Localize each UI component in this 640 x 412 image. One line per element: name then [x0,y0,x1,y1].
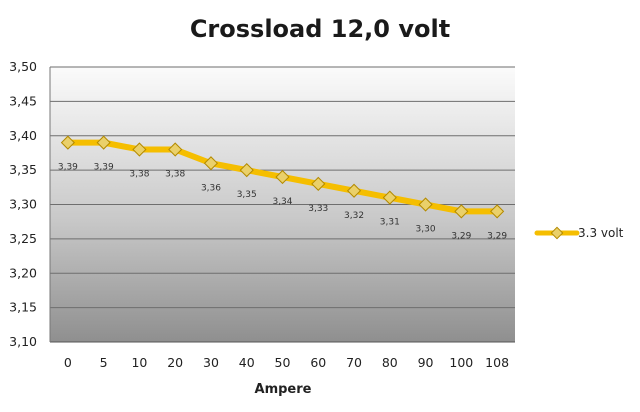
data-point [454,204,469,219]
y-tick-label: 3,35 [9,162,37,177]
data-point [132,142,147,157]
y-tick-label: 3,25 [9,231,37,246]
y-tick-label: 3,40 [9,128,37,143]
x-axis-label: Ampere [255,382,312,397]
legend-marker [550,226,564,240]
data-label: 3,35 [237,190,257,200]
data-label: 3,39 [58,163,78,173]
data-label: 3,29 [487,231,507,241]
data-label: 3,33 [308,204,328,214]
data-point [275,169,290,185]
data-point [311,176,326,191]
y-tick-label: 3,15 [9,300,37,315]
legend: 3.3 volt [534,226,624,240]
data-point [239,163,254,178]
x-tick-label: 30 [203,355,219,370]
data-label: 3,38 [165,170,185,180]
data-label: 3,38 [129,170,149,180]
x-tick-label: 50 [275,355,291,370]
data-point [418,197,433,212]
x-tick-label: 60 [310,355,326,370]
y-tick-label: 3,45 [9,93,37,108]
data-label: 3,31 [380,218,400,228]
legend-label: 3.3 volt [578,226,624,240]
x-tick-label: 100 [449,355,473,370]
x-tick-label: 108 [485,355,509,370]
data-label: 3,32 [344,211,364,221]
y-tick-label: 3,30 [9,197,37,212]
x-tick-label: 5 [100,355,108,370]
data-point [490,204,505,219]
x-axis-ticks: 0 5 10 20 30 40 50 60 70 80 90 100 108 [64,355,509,370]
data-point [203,156,219,171]
y-tick-label: 3,50 [9,59,37,74]
data-point [96,135,111,150]
data-label: 3,29 [451,231,471,241]
x-tick-label: 90 [418,355,434,370]
data-label: 3,36 [201,183,221,193]
data-label: 3,30 [416,225,436,235]
x-tick-label: 20 [167,355,183,370]
data-point [346,183,362,198]
x-tick-label: 70 [346,355,362,370]
y-tick-label: 3,10 [9,334,37,349]
y-axis-ticks: 3,10 3,15 3,20 3,25 3,30 3,35 3,40 3,45 3,50 [9,59,37,349]
x-tick-label: 0 [64,355,72,370]
data-label: 3,39 [94,163,114,173]
chart-title: Crossload 12,0 volt [190,15,450,43]
data-label: 3,34 [272,197,292,207]
x-tick-label: 10 [131,355,147,370]
x-tick-label: 40 [239,355,255,370]
series-3-3-volt [60,135,505,219]
data-point [168,142,183,157]
data-point [382,190,397,205]
data-labels: 3,39 3,39 3,38 3,38 3,36 3,35 3,34 3,33 3,32 3,31… [58,163,508,242]
data-point [60,135,75,150]
y-tick-label: 3,20 [9,265,37,280]
x-tick-label: 80 [382,355,398,370]
